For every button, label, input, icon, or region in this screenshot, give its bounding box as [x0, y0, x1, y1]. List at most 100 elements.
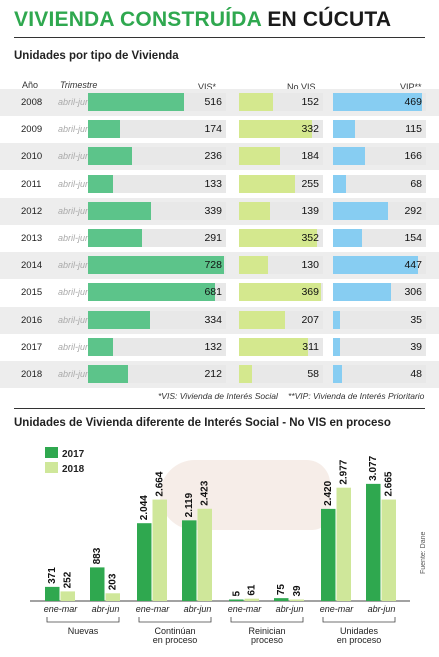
- year-label: 2012: [21, 205, 43, 217]
- vip-bar-track: [333, 365, 426, 383]
- group-label: Nuevas: [68, 626, 99, 636]
- vis-bar: [88, 174, 113, 193]
- novis-value-label: 311: [302, 340, 319, 353]
- bar-2017: [90, 567, 105, 601]
- vip-value-label: 292: [404, 204, 422, 217]
- novis-bar: [239, 174, 296, 193]
- novis-bar: [239, 147, 280, 166]
- vip-value-label: 469: [404, 96, 422, 108]
- group-bracket: [230, 617, 304, 623]
- table-row: 2011 abril-junio 133 255 68: [0, 171, 439, 198]
- legend-2017: 2017: [45, 447, 84, 460]
- bar-2018: [197, 508, 212, 601]
- bar-value-label-2017: 883: [92, 547, 103, 564]
- section1-title: Unidades por tipo de Vivienda: [14, 50, 179, 62]
- col-vis-header: VIS*: [198, 82, 217, 92]
- novis-value-label: 152: [301, 96, 319, 108]
- novis-bar: [239, 310, 285, 329]
- bar-2017: [321, 508, 336, 601]
- trimestre-label: abril-junio: [58, 260, 98, 271]
- vis-bar-track: [88, 365, 226, 383]
- col-trimestre-header: Trimestre: [60, 80, 98, 90]
- section-rule: [14, 408, 425, 409]
- novis-bar: [239, 337, 308, 356]
- col-vip-header: VIP**: [400, 82, 422, 92]
- footnote-vis: *VIS: Vivienda de Interés Social: [158, 391, 278, 401]
- year-label: 2009: [21, 124, 43, 136]
- vip-value-label: 447: [404, 259, 422, 272]
- period-tick-label: abr-jun: [276, 604, 304, 614]
- bar-value-label-2017: 371: [47, 567, 58, 584]
- vip-value-label: 154: [404, 232, 422, 244]
- table-row: 2018 abril-junio 212 58 48: [0, 361, 439, 388]
- vip-bar-track: [333, 120, 426, 139]
- novis-value-label: 139: [301, 204, 319, 217]
- vip-bar: [333, 229, 363, 247]
- vis-bar: [88, 310, 151, 329]
- vip-bar-track: [333, 201, 426, 220]
- title-part2: EN CÚCUTA: [267, 8, 392, 31]
- vip-bar: [333, 310, 340, 329]
- trimestre-label: abril-junio: [58, 287, 98, 298]
- bar-2017: [137, 523, 152, 601]
- group-label: en proceso: [153, 635, 198, 645]
- group-bracket: [46, 617, 120, 623]
- legend-2018-label: 2018: [62, 464, 85, 475]
- vis-value-label: 291: [204, 232, 222, 244]
- bar-value-label-2018: 2.664: [155, 471, 166, 496]
- vis-bar: [88, 365, 128, 383]
- bar-2018: [105, 593, 120, 601]
- group-label: Unidades: [340, 626, 379, 636]
- novis-bar: [239, 229, 317, 247]
- bar-2017: [274, 598, 289, 601]
- vis-bar: [88, 201, 152, 220]
- vis-bar: [88, 120, 121, 139]
- vis-value-label: 339: [204, 204, 222, 217]
- vis-bar: [88, 337, 113, 356]
- year-label: 2010: [21, 151, 43, 163]
- vip-bar-track: [333, 310, 426, 329]
- vip-bar: [333, 93, 422, 111]
- novis-bar-track: [239, 229, 323, 247]
- vis-value-label: 133: [204, 177, 222, 190]
- trimestre-label: abril-junio: [58, 124, 98, 135]
- trimestre-label: abril-junio: [58, 233, 98, 243]
- novis-bar-track: [239, 147, 323, 166]
- legend-2017-label: 2017: [62, 449, 85, 460]
- vis-bar-track: [88, 283, 226, 302]
- legend-2018: 2018: [45, 462, 84, 475]
- table-row: 2015 abril-junio 681 369 306: [0, 279, 439, 306]
- novis-bar-track: [239, 93, 323, 111]
- bar-2017: [45, 586, 60, 601]
- vip-bar: [333, 365, 343, 383]
- group-label: Reinician: [248, 626, 285, 636]
- trimestre-label: abril-junio: [58, 369, 98, 379]
- year-label: 2014: [21, 260, 43, 272]
- period-tick-label: ene-mar: [44, 604, 79, 614]
- bar-value-label-2018: 2.423: [200, 480, 211, 505]
- vip-bar-track: [333, 93, 426, 111]
- bar-2017: [229, 599, 244, 601]
- vip-value-label: 39: [410, 340, 422, 353]
- trimestre-label: abril-junio: [58, 97, 98, 107]
- novis-value-label: 130: [301, 259, 319, 272]
- table-row: 2009 abril-junio 174 332 115: [0, 116, 439, 143]
- novis-bar-track: [239, 174, 323, 193]
- novis-bar-track: [239, 310, 323, 329]
- year-label: 2017: [21, 341, 43, 353]
- novis-bar: [239, 256, 268, 275]
- table-row: 2017 abril-junio 132 311 39: [0, 334, 439, 361]
- year-label: 2011: [21, 178, 42, 190]
- bar-value-label-2017: 2.119: [184, 492, 195, 517]
- novis-bar: [239, 120, 313, 139]
- novis-bar: [239, 93, 273, 111]
- vis-value-label: 681: [204, 286, 222, 299]
- bar-value-label-2018: 2.665: [384, 471, 395, 496]
- vis-bar: [88, 147, 132, 166]
- table-row: 2010 abril-junio 236 184 166: [0, 143, 439, 171]
- novis-value-label: 184: [301, 150, 319, 163]
- vis-bar: [88, 256, 224, 275]
- period-tick-label: ene-mar: [136, 604, 171, 614]
- vip-value-label: 68: [410, 177, 422, 190]
- vip-bar-track: [333, 283, 426, 302]
